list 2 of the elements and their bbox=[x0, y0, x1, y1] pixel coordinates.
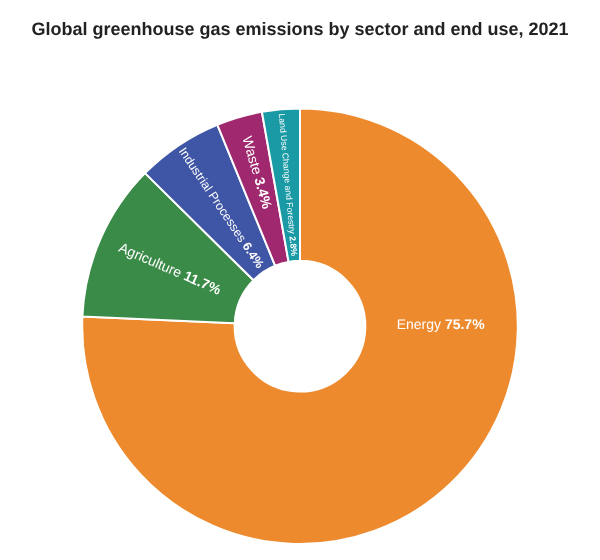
donut-slice bbox=[81, 107, 519, 545]
chart-title: Global greenhouse gas emissions by sector and end use, 2021 bbox=[31, 19, 569, 39]
